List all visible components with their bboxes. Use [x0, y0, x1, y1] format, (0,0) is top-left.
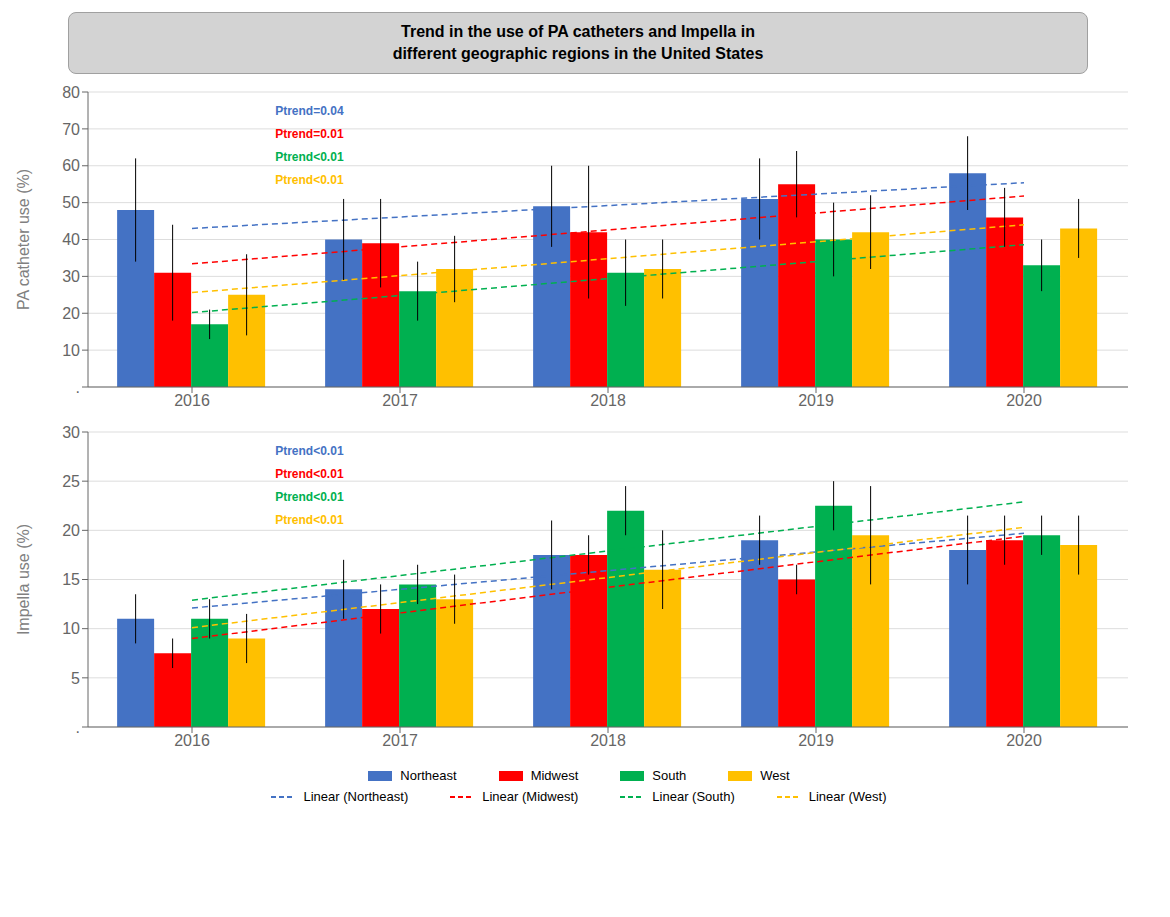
svg-text:5: 5: [71, 670, 80, 687]
html-text:West: West: [760, 768, 790, 783]
svg-text:Impella use (%): Impella use (%): [15, 524, 32, 635]
svg-text:2017: 2017: [382, 732, 418, 749]
html-text:Ptrend<0.01: Ptrend<0.01: [275, 172, 344, 187]
html-text:Linear (West): Linear (West): [808, 789, 887, 804]
svg-text:10: 10: [62, 620, 80, 637]
html-text:Midwest: Midwest: [530, 768, 579, 783]
html-text:Linear (South): Linear (South): [652, 789, 735, 804]
svg-text:.: .: [76, 379, 80, 396]
html-text:Ptrend<0.01: Ptrend<0.01: [275, 443, 344, 458]
svg-text:20: 20: [62, 305, 80, 322]
svg-text:30: 30: [62, 268, 80, 285]
svg-text:2019: 2019: [798, 392, 834, 409]
html-text:different geographic regions i: different geographic regions in the Unit…: [392, 45, 764, 62]
html-text:Northeast: Northeast: [400, 768, 457, 783]
svg-text:70: 70: [62, 121, 80, 138]
svg-text:PA catheter use (%): PA catheter use (%): [15, 169, 32, 310]
svg-text:2020: 2020: [1006, 732, 1042, 749]
svg-text:20: 20: [62, 522, 80, 539]
svg-text:40: 40: [62, 231, 80, 248]
svg-text:25: 25: [62, 473, 80, 490]
svg-text:10: 10: [62, 342, 80, 359]
svg-text:2020: 2020: [1006, 392, 1042, 409]
html-text:Linear (Midwest): Linear (Midwest): [482, 789, 579, 804]
svg-text:2018: 2018: [590, 732, 626, 749]
html-text:Ptrend<0.01: Ptrend<0.01: [275, 466, 344, 481]
svg-text:2016: 2016: [174, 732, 210, 749]
html-text:Ptrend<0.01: Ptrend<0.01: [275, 489, 344, 504]
html-text:South: South: [652, 768, 687, 783]
html-text:Trend in the use of PA cathete: Trend in the use of PA catheters and Imp…: [401, 23, 755, 40]
svg-text:80: 80: [62, 84, 80, 101]
svg-text:60: 60: [62, 157, 80, 174]
svg-text:50: 50: [62, 194, 80, 211]
svg-text:2017: 2017: [382, 392, 418, 409]
html-text:Ptrend=0.01: Ptrend=0.01: [275, 126, 344, 141]
svg-text:2018: 2018: [590, 392, 626, 409]
html-text:Linear (Northeast): Linear (Northeast): [303, 789, 409, 804]
html-text:Ptrend<0.01: Ptrend<0.01: [275, 512, 344, 527]
html-text:Ptrend=0.04: Ptrend=0.04: [275, 103, 344, 118]
svg-text:30: 30: [62, 424, 80, 441]
svg-text:2016: 2016: [174, 392, 210, 409]
html-text:Ptrend<0.01: Ptrend<0.01: [275, 149, 344, 164]
svg-text:.: .: [76, 719, 80, 736]
svg-text:15: 15: [62, 571, 80, 588]
svg-text:2019: 2019: [798, 732, 834, 749]
